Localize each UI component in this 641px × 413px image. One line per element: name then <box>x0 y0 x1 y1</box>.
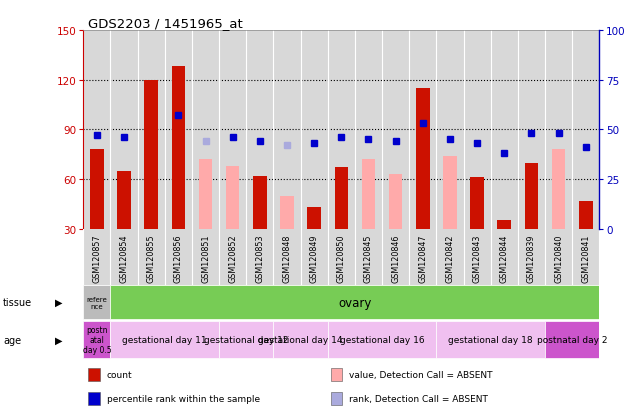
Text: GSM120845: GSM120845 <box>364 234 373 282</box>
Bar <box>117 171 131 229</box>
Text: ▶: ▶ <box>54 297 62 308</box>
Text: GSM120840: GSM120840 <box>554 234 563 282</box>
Text: gestational day 12: gestational day 12 <box>204 335 288 344</box>
Text: postnatal day 2: postnatal day 2 <box>537 335 608 344</box>
Text: postn
atal
day 0.5: postn atal day 0.5 <box>83 325 112 354</box>
Bar <box>437 321 545 358</box>
Text: gestational day 16: gestational day 16 <box>340 335 424 344</box>
Bar <box>545 321 599 358</box>
Bar <box>552 150 565 229</box>
Bar <box>470 178 484 229</box>
Text: GSM120844: GSM120844 <box>500 234 509 282</box>
Bar <box>88 392 100 405</box>
Text: gestational day 18: gestational day 18 <box>449 335 533 344</box>
Text: GSM120856: GSM120856 <box>174 234 183 282</box>
Text: refere
nce: refere nce <box>87 296 107 309</box>
Bar <box>172 67 185 229</box>
Text: GSM120849: GSM120849 <box>310 234 319 282</box>
Text: tissue: tissue <box>3 297 32 308</box>
Bar <box>280 196 294 229</box>
Bar <box>226 166 240 229</box>
Bar <box>253 176 267 229</box>
Bar <box>199 160 212 229</box>
Bar <box>416 89 429 229</box>
Bar <box>110 321 219 358</box>
Text: GSM120841: GSM120841 <box>581 234 590 282</box>
Text: GSM120855: GSM120855 <box>147 234 156 282</box>
Bar <box>362 160 375 229</box>
Text: ovary: ovary <box>338 296 372 309</box>
Text: GSM120842: GSM120842 <box>445 234 454 282</box>
Bar <box>443 157 457 229</box>
Text: percentile rank within the sample: percentile rank within the sample <box>106 394 260 403</box>
Bar <box>328 321 437 358</box>
Text: count: count <box>106 370 132 379</box>
Text: rank, Detection Call = ABSENT: rank, Detection Call = ABSENT <box>349 394 488 403</box>
Bar <box>144 81 158 229</box>
Bar <box>524 163 538 229</box>
Text: GSM120850: GSM120850 <box>337 234 346 282</box>
Bar <box>274 321 328 358</box>
Bar <box>331 392 342 405</box>
Bar <box>335 168 348 229</box>
Text: ▶: ▶ <box>54 335 62 345</box>
Text: age: age <box>3 335 21 345</box>
Text: GSM120839: GSM120839 <box>527 234 536 282</box>
Bar <box>308 208 321 229</box>
Bar <box>579 201 592 229</box>
Bar <box>389 175 403 229</box>
Bar <box>90 150 104 229</box>
Bar <box>88 368 100 381</box>
Text: GDS2203 / 1451965_at: GDS2203 / 1451965_at <box>88 17 243 30</box>
Text: GSM120852: GSM120852 <box>228 234 237 282</box>
Text: GSM120848: GSM120848 <box>283 234 292 282</box>
Text: GSM120853: GSM120853 <box>255 234 264 282</box>
Bar <box>219 321 274 358</box>
Text: GSM120843: GSM120843 <box>472 234 481 282</box>
Text: value, Detection Call = ABSENT: value, Detection Call = ABSENT <box>349 370 492 379</box>
Text: GSM120847: GSM120847 <box>419 234 428 282</box>
Text: gestational day 14: gestational day 14 <box>258 335 343 344</box>
Text: GSM120857: GSM120857 <box>92 234 101 282</box>
Bar <box>497 221 511 229</box>
Text: GSM120851: GSM120851 <box>201 234 210 282</box>
Bar <box>83 286 110 319</box>
Bar <box>83 321 110 358</box>
Text: GSM120846: GSM120846 <box>391 234 400 282</box>
Text: gestational day 11: gestational day 11 <box>122 335 207 344</box>
Text: GSM120854: GSM120854 <box>120 234 129 282</box>
Bar <box>331 368 342 381</box>
